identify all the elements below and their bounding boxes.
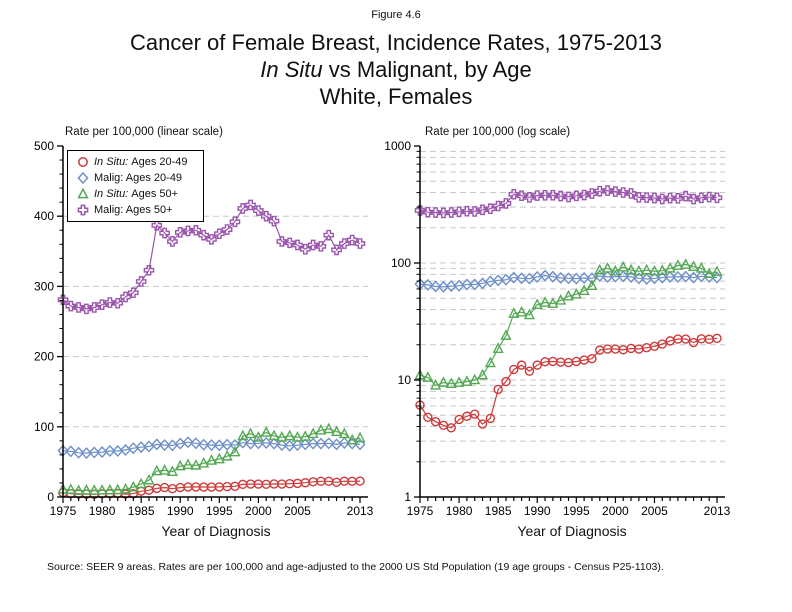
y-tick-label: 500 — [34, 139, 54, 153]
title-line-2-italic: In Situ — [260, 57, 323, 82]
linear-axes — [62, 146, 368, 498]
series-in-situ-ages-50 — [414, 258, 723, 390]
source-note: Source: SEER 9 areas. Rates are per 100,… — [47, 561, 664, 573]
log-x-ticks: 1975 1980 1985 1990 1995 2000 2005 2013 — [407, 497, 731, 518]
x-tick-label: 1985 — [128, 504, 155, 518]
x-tick-label: 1990 — [167, 504, 194, 518]
y-tick-label: 200 — [34, 350, 54, 364]
panel-log: 1 10 100 1000 1975 1980 1985 1990 1995 2000 2005 20… — [384, 139, 730, 518]
legend-item-in-situ-ages-50: In Situ: Ages 50+ — [68, 186, 203, 202]
title-line-2: In Situ vs Malignant, by Age — [0, 57, 792, 82]
x-tick-label: 1995 — [563, 504, 590, 518]
y-tick-label: 10 — [398, 373, 412, 387]
legend-label-italic: In Situ: — [94, 188, 129, 200]
legend-label: Ages 20-49 — [131, 156, 188, 168]
y-tick-label: 1 — [404, 490, 411, 504]
x-tick-label: 1975 — [50, 504, 77, 518]
log-gridlines — [420, 150, 725, 463]
title-line-3: White, Females — [319, 84, 473, 109]
legend-item-malig-ages-20-49: Malig: Ages 20-49 — [68, 170, 203, 186]
y-tick-label: 400 — [34, 209, 54, 223]
log-axes — [419, 146, 725, 498]
legend-item-in-situ-ages-20-49: In Situ: Ages 20-49 — [68, 154, 203, 170]
x-tick-label: 2005 — [641, 504, 668, 518]
x-tick-label: 1980 — [446, 504, 473, 518]
y-tick-label: 1000 — [384, 139, 411, 153]
legend: In Situ: Ages 20-49 Malig: Ages 20-49 In Si… — [67, 150, 204, 222]
title-line-1: Cancer of Female Breast, Incidence Rates… — [130, 30, 662, 55]
series-malig-ages-50 — [57, 199, 366, 315]
series-in-situ-ages-20-49 — [58, 476, 365, 499]
log-panel-title: Rate per 100,000 (log scale) — [425, 126, 571, 138]
linear-x-ticks: 1975 1980 1985 1990 1995 2000 2005 2013 — [50, 497, 374, 518]
log-y-ticks: 1 10 100 1000 — [384, 139, 420, 504]
panel-linear: 0 100 200 300 400 500 1975 1980 1985 1990 1995 2000… — [34, 139, 374, 518]
x-tick-label: 2000 — [245, 504, 272, 518]
x-tick-label: 2000 — [602, 504, 629, 518]
series-malig-ages-20-49 — [57, 436, 366, 460]
figure-label: Figure 4.6 — [371, 9, 421, 21]
x-tick-label: 1995 — [206, 504, 233, 518]
x-tick-label: 1990 — [524, 504, 551, 518]
series-in-situ-ages-20-49 — [415, 333, 722, 433]
legend-item-malig-ages-50: Malig: Ages 50+ — [68, 202, 203, 218]
x-tick-label: 1975 — [407, 504, 434, 518]
diamond-marker-icon — [75, 171, 91, 185]
y-tick-label: 0 — [47, 490, 54, 504]
y-tick-label: 300 — [34, 279, 54, 293]
x-tick-label: 2005 — [284, 504, 311, 518]
legend-label: Malig: Ages 50+ — [94, 204, 173, 216]
triangle-marker-icon — [75, 187, 91, 201]
title-line-2-rest: vs Malignant, by Age — [322, 57, 532, 82]
series-malig-ages-50 — [414, 185, 723, 219]
x-tick-label: 1980 — [89, 504, 116, 518]
legend-label: Malig: Ages 20-49 — [94, 172, 183, 184]
left-x-axis-label: Year of Diagnosis — [161, 523, 271, 539]
y-tick-label: 100 — [391, 256, 411, 270]
cross-marker-icon — [75, 203, 91, 217]
linear-panel-title: Rate per 100,000 (linear scale) — [65, 126, 223, 138]
right-x-axis-label: Year of Diagnosis — [517, 523, 627, 539]
x-tick-label: 2013 — [347, 504, 374, 518]
linear-y-ticks: 0 100 200 300 400 500 — [34, 139, 63, 504]
legend-label: Ages 50+ — [131, 188, 179, 200]
x-tick-label: 1985 — [485, 504, 512, 518]
series-in-situ-ages-50 — [57, 422, 366, 495]
circle-marker-icon — [75, 155, 91, 169]
x-tick-label: 2013 — [704, 504, 731, 518]
y-tick-label: 100 — [34, 420, 54, 434]
legend-label-italic: In Situ: — [94, 156, 129, 168]
